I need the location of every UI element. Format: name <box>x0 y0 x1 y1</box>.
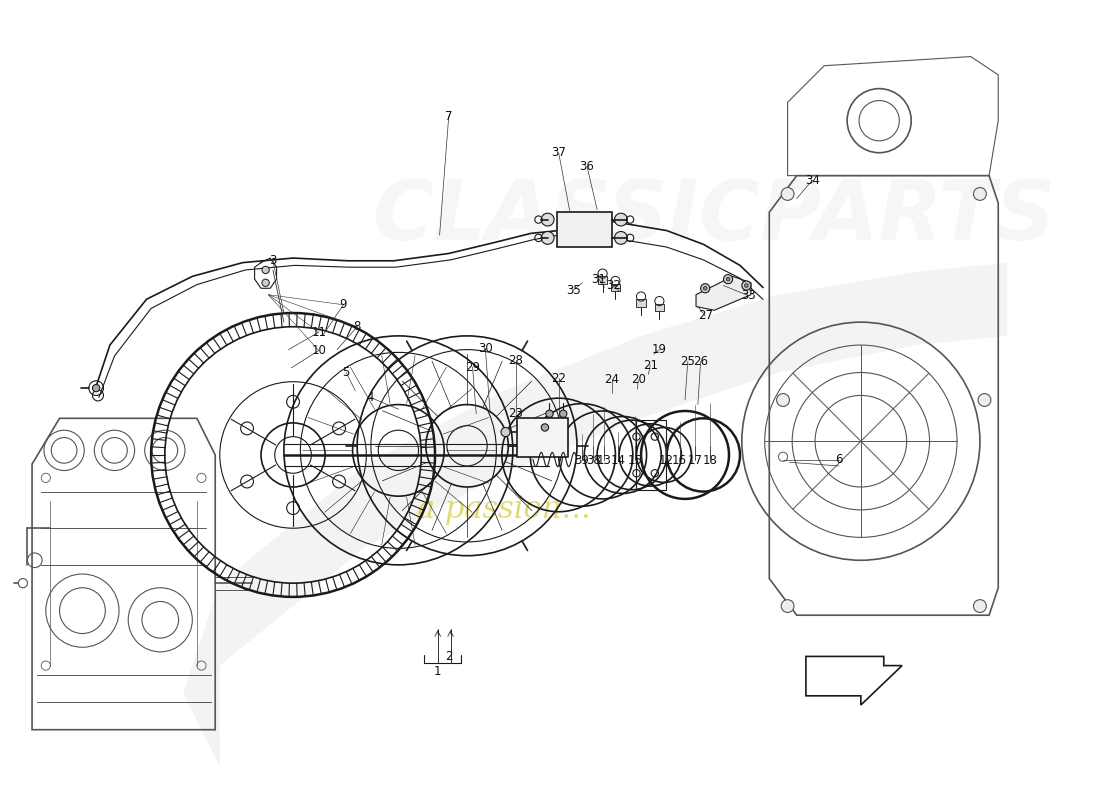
Text: 19: 19 <box>652 343 667 356</box>
Bar <box>637 420 666 490</box>
Bar <box>610 284 620 291</box>
Circle shape <box>546 410 553 418</box>
Circle shape <box>703 286 707 290</box>
Text: 14: 14 <box>610 454 626 467</box>
Circle shape <box>615 213 627 226</box>
Text: 10: 10 <box>311 344 326 357</box>
Text: 37: 37 <box>551 146 566 159</box>
Text: CLASSICPARTS: CLASSICPARTS <box>373 176 1056 258</box>
Text: 12: 12 <box>658 454 673 467</box>
Circle shape <box>541 231 554 244</box>
Circle shape <box>262 266 270 274</box>
Circle shape <box>287 502 299 514</box>
Bar <box>637 299 646 306</box>
Circle shape <box>241 422 253 435</box>
Polygon shape <box>806 657 902 705</box>
Circle shape <box>262 279 270 286</box>
Circle shape <box>777 394 790 406</box>
Text: 31: 31 <box>592 273 606 286</box>
Circle shape <box>92 385 100 392</box>
Circle shape <box>724 274 733 284</box>
Text: 13: 13 <box>597 454 612 467</box>
Text: 21: 21 <box>642 358 658 372</box>
Circle shape <box>541 424 549 431</box>
Text: 28: 28 <box>508 354 522 367</box>
Text: 34: 34 <box>805 174 820 186</box>
Text: 6: 6 <box>835 453 843 466</box>
Text: 32: 32 <box>606 279 621 292</box>
Text: 2: 2 <box>446 650 452 663</box>
Text: 33: 33 <box>740 289 756 302</box>
Text: 25: 25 <box>680 355 695 368</box>
Circle shape <box>332 422 345 435</box>
Circle shape <box>241 475 253 488</box>
Text: 26: 26 <box>693 355 708 368</box>
Circle shape <box>701 284 710 293</box>
Text: 1: 1 <box>434 666 441 678</box>
Text: a passion...: a passion... <box>417 494 591 526</box>
Text: 9: 9 <box>340 298 348 311</box>
Text: 4: 4 <box>366 390 374 404</box>
Text: 5: 5 <box>342 366 350 379</box>
Text: 38: 38 <box>586 454 601 467</box>
Text: 22: 22 <box>551 371 566 385</box>
Text: 20: 20 <box>631 374 646 386</box>
Bar <box>517 418 568 457</box>
Text: 35: 35 <box>565 284 581 297</box>
Text: 8: 8 <box>353 320 361 334</box>
Text: 30: 30 <box>478 342 493 355</box>
Text: 11: 11 <box>311 326 327 338</box>
Circle shape <box>726 278 730 281</box>
Circle shape <box>781 600 794 613</box>
Polygon shape <box>184 262 1008 766</box>
Circle shape <box>615 231 627 244</box>
Circle shape <box>781 187 794 200</box>
Circle shape <box>332 475 345 488</box>
Bar <box>557 212 612 247</box>
Circle shape <box>978 394 991 406</box>
Circle shape <box>541 213 554 226</box>
Text: 3: 3 <box>270 254 276 267</box>
Circle shape <box>500 427 510 437</box>
Text: 15: 15 <box>627 454 642 467</box>
Circle shape <box>974 600 987 613</box>
Text: 16: 16 <box>672 454 688 467</box>
Text: 18: 18 <box>702 454 717 467</box>
Bar <box>654 304 664 311</box>
Text: 36: 36 <box>580 160 594 173</box>
Text: 23: 23 <box>508 407 522 420</box>
Circle shape <box>560 410 566 418</box>
Text: 29: 29 <box>465 361 480 374</box>
Text: 17: 17 <box>688 454 703 467</box>
Text: 24: 24 <box>604 374 619 386</box>
Text: 39: 39 <box>574 454 589 467</box>
Circle shape <box>974 187 987 200</box>
Circle shape <box>741 281 751 290</box>
Polygon shape <box>696 276 751 310</box>
Circle shape <box>745 284 748 287</box>
Text: 27: 27 <box>697 310 713 322</box>
Circle shape <box>287 395 299 408</box>
Bar <box>598 276 607 284</box>
Text: 7: 7 <box>446 110 452 122</box>
